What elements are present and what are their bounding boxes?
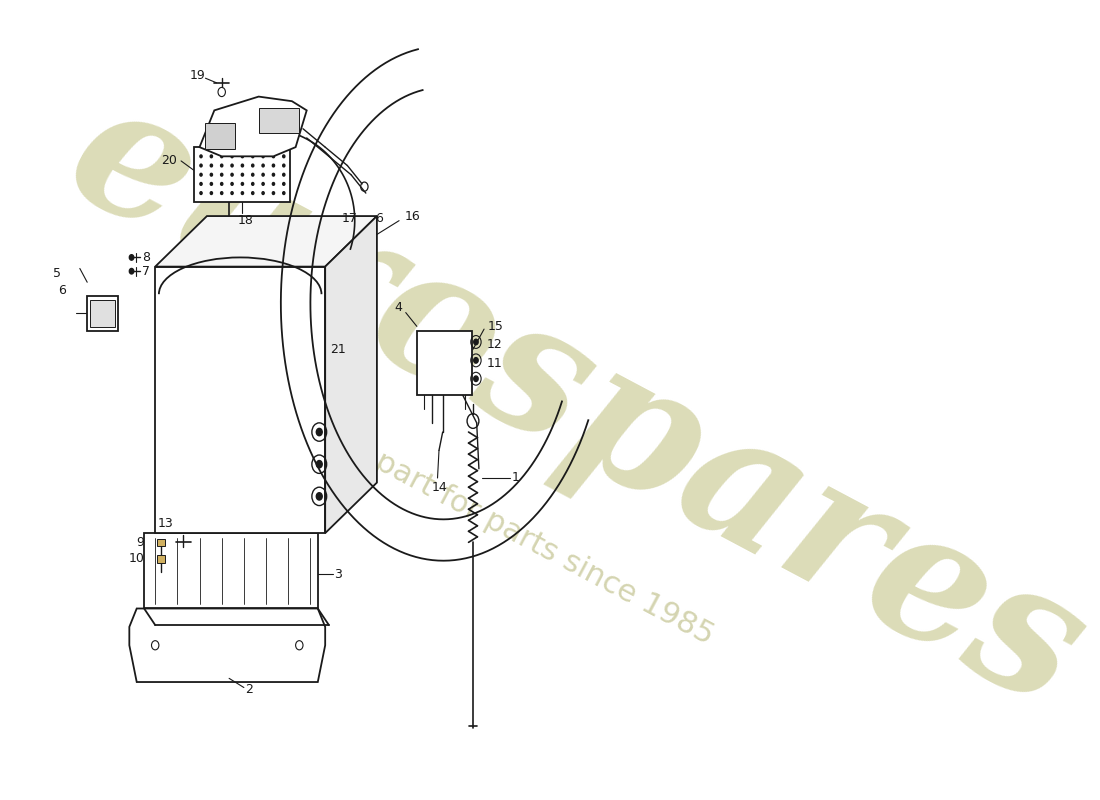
Circle shape [221,192,223,194]
Circle shape [241,174,243,176]
Circle shape [200,192,202,194]
Circle shape [221,155,223,158]
Circle shape [241,155,243,158]
Circle shape [231,182,233,186]
Text: 19: 19 [189,69,205,82]
Circle shape [200,174,202,176]
Circle shape [210,182,212,186]
Polygon shape [130,609,326,682]
Text: 16: 16 [405,210,420,222]
Text: 6: 6 [57,284,66,297]
Circle shape [210,192,212,194]
Bar [87,296,118,331]
Circle shape [221,164,223,167]
Circle shape [283,155,285,158]
Circle shape [252,174,254,176]
Text: 15: 15 [487,320,504,333]
Text: 5: 5 [53,267,62,281]
Bar [157,538,165,546]
Circle shape [130,254,134,260]
Text: 7: 7 [142,265,150,278]
Text: 2: 2 [245,683,253,696]
Bar [157,555,165,562]
Circle shape [252,192,254,194]
Text: eurospares: eurospares [42,64,1100,745]
Circle shape [273,164,275,167]
Circle shape [241,182,243,186]
Circle shape [231,174,233,176]
Circle shape [231,164,233,167]
Circle shape [262,182,264,186]
Circle shape [200,182,202,186]
Circle shape [262,155,264,158]
Text: 17: 17 [341,212,358,226]
Circle shape [210,174,212,176]
Circle shape [221,182,223,186]
Text: 10: 10 [129,552,144,566]
Circle shape [231,155,233,158]
Circle shape [252,155,254,158]
Circle shape [210,164,212,167]
Circle shape [283,174,285,176]
Circle shape [262,174,264,176]
Circle shape [317,428,322,436]
Text: 12: 12 [487,338,503,351]
Polygon shape [199,97,307,156]
Circle shape [474,358,478,363]
Circle shape [273,155,275,158]
Circle shape [283,192,285,194]
Text: 8: 8 [142,251,150,264]
Polygon shape [155,266,326,533]
Circle shape [273,192,275,194]
Bar [258,108,299,134]
Circle shape [200,155,202,158]
Circle shape [241,164,243,167]
Circle shape [474,376,478,382]
Circle shape [273,174,275,176]
Text: 6: 6 [375,212,383,226]
Text: 20: 20 [161,154,177,167]
Circle shape [200,164,202,167]
Circle shape [262,192,264,194]
Text: 1: 1 [512,471,519,485]
Circle shape [252,182,254,186]
Text: 18: 18 [238,214,254,227]
Polygon shape [155,216,377,266]
Circle shape [241,192,243,194]
Bar [417,331,472,395]
Bar [194,147,289,202]
Text: 4: 4 [394,302,402,314]
Circle shape [210,155,212,158]
Circle shape [317,493,322,500]
Polygon shape [144,533,318,609]
Text: a part for parts since 1985: a part for parts since 1985 [345,434,719,651]
Text: 3: 3 [334,568,342,581]
Circle shape [221,174,223,176]
Text: 9: 9 [136,536,144,549]
Circle shape [130,269,134,274]
Text: 13: 13 [158,518,174,530]
Circle shape [283,164,285,167]
Circle shape [317,461,322,468]
Polygon shape [326,216,377,533]
Text: 21: 21 [330,343,346,356]
Text: 11: 11 [487,357,503,370]
Text: 14: 14 [431,481,448,494]
Circle shape [231,192,233,194]
Bar [206,123,235,149]
Circle shape [252,164,254,167]
Circle shape [474,339,478,345]
Circle shape [283,182,285,186]
Bar [90,300,116,327]
Circle shape [273,182,275,186]
Circle shape [262,164,264,167]
